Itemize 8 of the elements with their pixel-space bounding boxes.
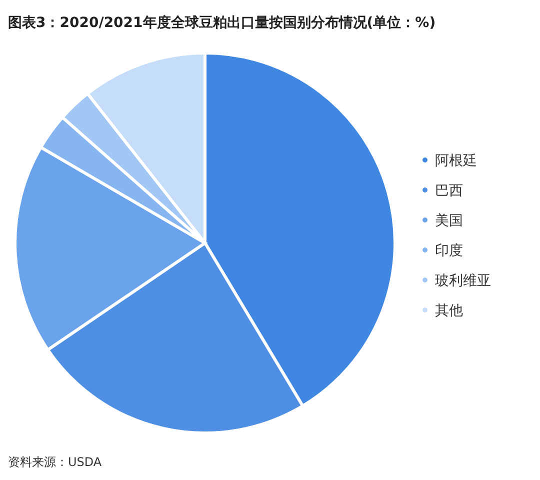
legend-label: 其他 (435, 303, 463, 319)
legend-label: 玻利维亚 (435, 273, 491, 289)
legend-label: 阿根廷 (435, 153, 477, 169)
chart-title: 图表3：2020/2021年度全球豆粕出口量按国别分布情况(单位：%) (8, 14, 436, 31)
legend-label: 美国 (435, 213, 463, 229)
text: 资料来源：USDA (8, 455, 102, 469)
legend-label: 印度 (435, 243, 463, 259)
legend-label: 巴西 (435, 183, 463, 199)
